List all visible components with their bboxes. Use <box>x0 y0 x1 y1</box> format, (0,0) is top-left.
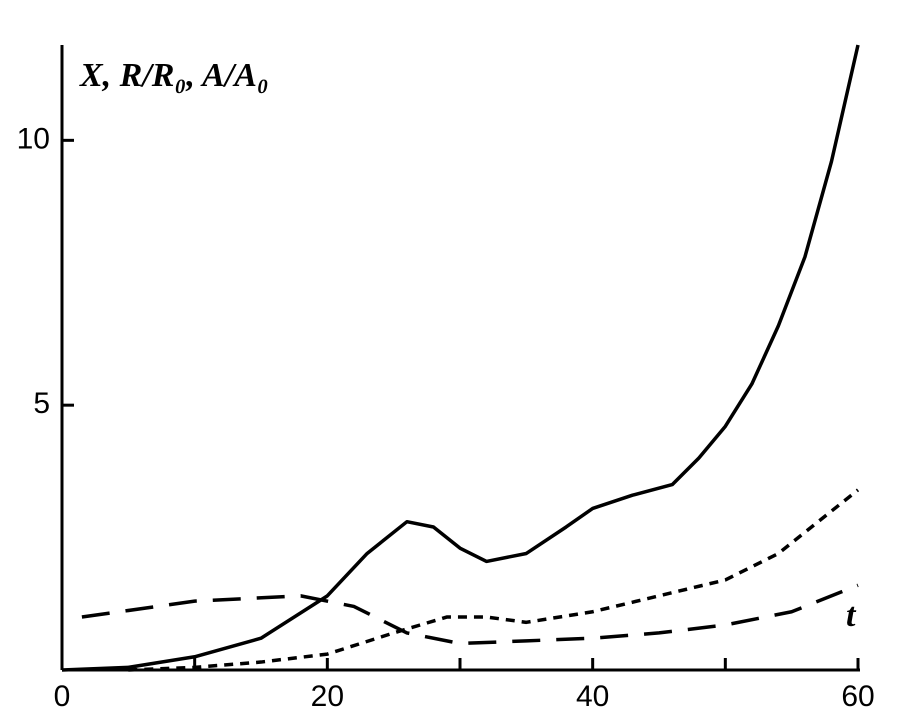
series-line <box>128 488 860 672</box>
series-line <box>61 44 860 672</box>
x-tick-label: 20 <box>311 680 344 713</box>
x-tick-label: 40 <box>576 680 609 713</box>
y-tick-label: 10 <box>17 122 50 155</box>
y-tick-label: 5 <box>33 387 50 420</box>
annotation: t <box>846 597 857 634</box>
y-axis-label: X, R/R₀, A/A₀ <box>79 57 269 94</box>
x-tick-label: 60 <box>841 680 874 713</box>
x-tick-label: 0 <box>54 680 71 713</box>
series-line <box>81 583 859 646</box>
